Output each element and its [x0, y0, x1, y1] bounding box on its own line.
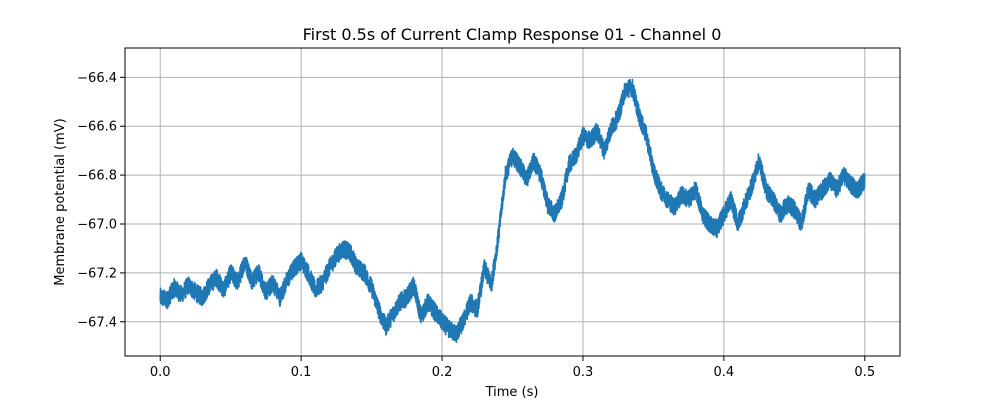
y-tick-label: −66.4	[77, 71, 117, 86]
chart-title: First 0.5s of Current Clamp Response 01 …	[303, 25, 722, 44]
x-tick-label: 0.5	[854, 365, 875, 380]
x-axis-label: Time (s)	[485, 385, 539, 400]
series-line	[159, 78, 866, 343]
x-tick-label: 0.0	[150, 365, 171, 380]
y-tick-label: −67.2	[77, 266, 117, 281]
x-tick-label: 0.1	[291, 365, 312, 380]
y-tick-label: −67.0	[77, 218, 117, 233]
series-layer	[159, 78, 866, 343]
x-axis: 0.0 0.1 0.2 0.3 0.4 0.5	[150, 356, 875, 380]
x-tick-label: 0.3	[573, 365, 594, 380]
x-tick-label: 0.4	[714, 365, 735, 380]
grid	[125, 48, 900, 356]
x-tick-label: 0.2	[432, 365, 453, 380]
y-tick-label: −67.4	[77, 315, 117, 330]
plot-frame	[124, 47, 901, 357]
y-tick-label: −66.8	[77, 169, 117, 184]
y-axis-label: Membrane potential (mV)	[53, 118, 68, 285]
y-axis: −67.4 −67.2 −67.0 −66.8 −66.6 −66.4	[77, 71, 125, 330]
y-tick-label: −66.6	[77, 120, 117, 135]
